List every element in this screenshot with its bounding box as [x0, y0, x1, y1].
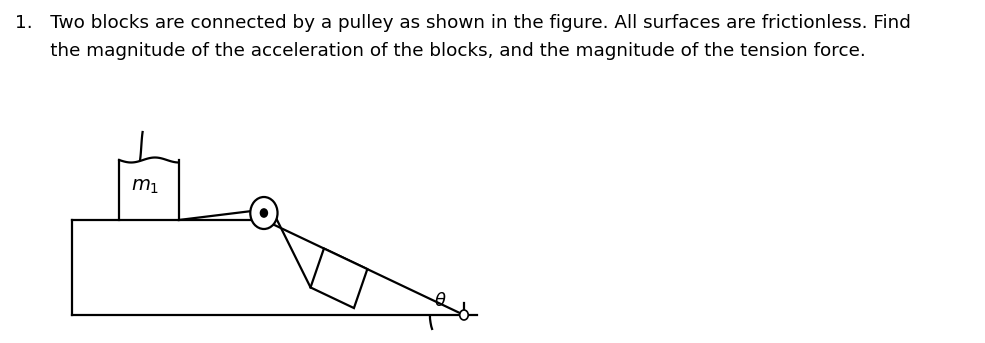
Text: $m_2$: $m_2$: [328, 272, 357, 291]
Text: 1.   Two blocks are connected by a pulley as shown in the figure. All surfaces a: 1. Two blocks are connected by a pulley …: [16, 14, 911, 32]
Circle shape: [460, 310, 468, 320]
Circle shape: [250, 197, 278, 229]
Polygon shape: [310, 248, 367, 308]
Text: $m_1$: $m_1$: [131, 177, 160, 197]
Circle shape: [260, 209, 267, 217]
Text: $\theta$: $\theta$: [433, 292, 446, 310]
Text: the magnitude of the acceleration of the blocks, and the magnitude of the tensio: the magnitude of the acceleration of the…: [16, 42, 866, 60]
